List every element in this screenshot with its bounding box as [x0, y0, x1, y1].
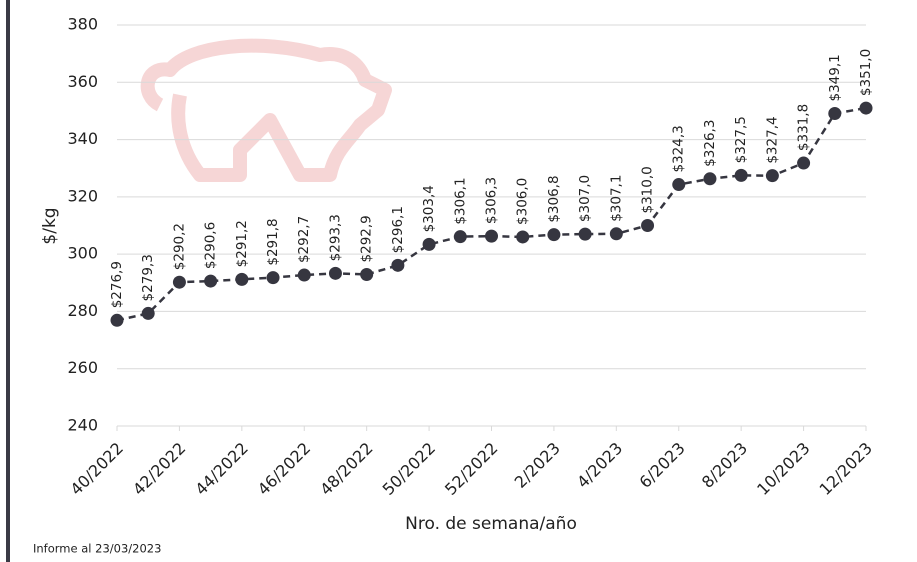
- value-label: $324,3: [671, 125, 687, 172]
- x-tick-label: 52/2022: [441, 439, 501, 499]
- y-tick-label: 380: [67, 15, 98, 34]
- x-tick-label: 42/2022: [129, 439, 189, 499]
- point: [703, 172, 716, 185]
- point: [360, 268, 373, 281]
- x-tick-label: 2/2023: [511, 439, 564, 492]
- y-axis-label: $/kg: [40, 207, 60, 244]
- value-label: $307,1: [608, 175, 624, 222]
- point: [204, 275, 217, 288]
- point: [142, 307, 155, 320]
- value-label: $306,8: [546, 175, 562, 222]
- value-label: $293,3: [327, 214, 343, 261]
- value-label: $290,2: [171, 223, 187, 270]
- y-tick-label: 260: [67, 358, 98, 377]
- x-tick-label: 44/2022: [191, 439, 251, 499]
- point: [828, 107, 841, 120]
- point: [267, 271, 280, 284]
- point: [454, 230, 467, 243]
- value-label: $310,0: [640, 166, 656, 213]
- value-label: $291,2: [234, 220, 250, 267]
- point: [579, 228, 592, 241]
- side-bar: [6, 0, 10, 562]
- x-tick-label: 10/2023: [753, 439, 813, 499]
- point: [610, 227, 623, 240]
- point: [735, 169, 748, 182]
- point: [111, 314, 124, 327]
- page: {"chart_data": {"type": "line", "x_label…: [0, 0, 917, 562]
- value-label: $307,0: [577, 175, 593, 222]
- y-tick-label: 240: [67, 416, 98, 435]
- point: [329, 267, 342, 280]
- value-label: $291,8: [265, 218, 281, 265]
- y-tick-label: 300: [67, 244, 98, 263]
- point: [766, 169, 779, 182]
- point: [485, 230, 498, 243]
- value-label: $279,3: [140, 254, 156, 301]
- point: [547, 228, 560, 241]
- value-label: $296,1: [390, 206, 406, 253]
- x-tick-label: 8/2023: [698, 439, 751, 492]
- value-label: $292,7: [296, 216, 312, 263]
- y-tick-label: 360: [67, 72, 98, 91]
- value-label: $326,3: [702, 120, 718, 167]
- x-axis-label: Nro. de semana/año: [405, 514, 577, 534]
- value-label: $349,1: [827, 54, 843, 101]
- point: [641, 219, 654, 232]
- x-tick-label: 48/2022: [316, 439, 376, 499]
- point: [672, 178, 685, 191]
- value-label: $290,6: [203, 222, 219, 269]
- value-label: $303,4: [421, 185, 437, 232]
- point: [860, 102, 873, 115]
- value-label: $327,4: [764, 116, 780, 163]
- x-tick-label: 40/2022: [67, 439, 127, 499]
- point: [516, 230, 529, 243]
- x-tick-label: 46/2022: [254, 439, 314, 499]
- x-tick-label: 4/2023: [573, 439, 626, 492]
- value-label: $331,8: [796, 104, 812, 151]
- x-tick-label: 6/2023: [636, 439, 689, 492]
- y-tick-label: 320: [67, 186, 98, 205]
- value-label: $351,0: [858, 49, 874, 96]
- point: [298, 269, 311, 282]
- point: [235, 273, 248, 286]
- point: [423, 238, 436, 251]
- x-tick-label: 50/2022: [379, 439, 439, 499]
- footnote: Informe al 23/03/2023: [33, 542, 161, 556]
- y-tick-label: 280: [67, 301, 98, 320]
- value-label: $292,9: [359, 215, 375, 262]
- watermark-logo: [148, 46, 385, 175]
- point: [797, 157, 810, 170]
- x-tick-label: 12/2023: [816, 439, 876, 499]
- value-label: $327,5: [733, 116, 749, 163]
- point: [173, 276, 186, 289]
- value-label: $276,9: [109, 261, 125, 308]
- value-label: $306,1: [452, 177, 468, 224]
- chart: $/kg Nro. de semana/año Informe al 23/03…: [0, 0, 917, 562]
- value-label: $306,0: [515, 178, 531, 225]
- value-label: $306,3: [484, 177, 500, 224]
- point: [391, 259, 404, 272]
- y-tick-label: 340: [67, 129, 98, 148]
